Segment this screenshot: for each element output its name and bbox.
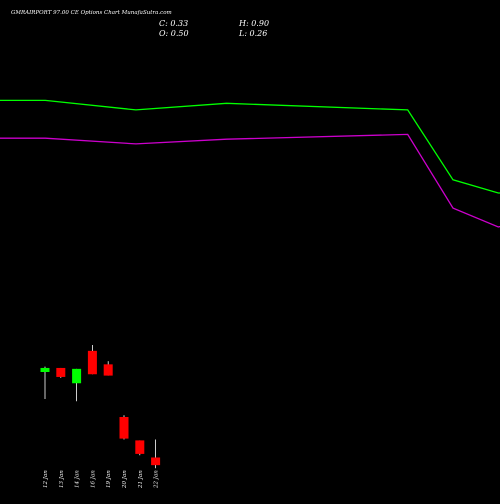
lower-band-line [0,133,500,228]
candle-body [72,368,82,384]
x-tick-label: 16 Jan [90,470,96,488]
low-readout: L: 0.26 [239,29,268,38]
x-tick-label: 21 Jan [138,470,144,489]
candle-22-jan [151,439,161,469]
candle-body [103,364,113,376]
candle-body [119,417,129,439]
x-tick-label: 20 Jan [122,470,128,489]
x-tick-label: 19 Jan [106,470,112,488]
x-tick-label: 13 Jan [59,470,65,488]
candle-19-jan [103,361,113,376]
x-tick-label: 12 Jan [43,470,49,488]
candle-21-jan [135,440,145,456]
candle-body [56,367,66,377]
candle-body [40,367,50,372]
candle-12-jan [40,366,50,399]
chart-title: GMRAIRPORT 97.00 CE Options Chart Munafa… [11,10,172,16]
candle-13-jan [56,367,66,378]
x-tick-label: 22 Jan [154,470,160,489]
candle-16-jan [87,345,97,375]
upper-band-line [0,99,500,194]
candle-20-jan [119,415,129,440]
candle-14-jan [72,368,82,402]
high-readout: H: 0.90 [239,19,270,28]
close-readout: C: 0.33 [159,19,189,28]
candle-body [135,440,145,454]
open-readout: O: 0.50 [159,29,189,38]
candle-body [87,350,97,375]
candle-body [151,457,161,466]
x-tick-label: 14 Jan [75,470,81,488]
